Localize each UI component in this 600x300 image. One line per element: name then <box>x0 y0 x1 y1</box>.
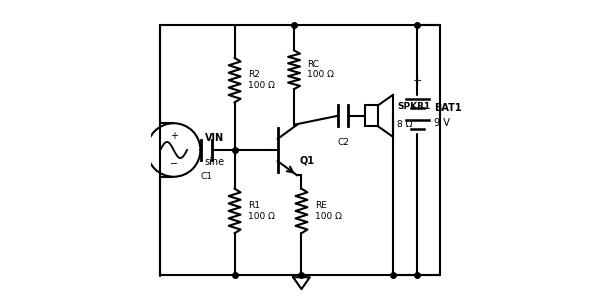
Text: 9 V: 9 V <box>434 118 449 128</box>
Text: Q1: Q1 <box>300 156 315 166</box>
Text: RE
100 Ω: RE 100 Ω <box>315 201 342 220</box>
Text: BAT1: BAT1 <box>434 103 461 113</box>
Text: C1: C1 <box>200 172 212 181</box>
Text: 8 Ω: 8 Ω <box>397 120 413 129</box>
Text: RC
100 Ω: RC 100 Ω <box>307 60 334 80</box>
Text: −: − <box>170 159 178 169</box>
Text: +: + <box>413 76 422 86</box>
Text: VIN: VIN <box>205 133 224 142</box>
Text: C2: C2 <box>337 138 349 147</box>
Text: R1
100 Ω: R1 100 Ω <box>248 201 275 220</box>
Text: sine: sine <box>205 158 225 167</box>
Bar <box>365 105 378 126</box>
Text: R2
100 Ω: R2 100 Ω <box>248 70 275 90</box>
Text: SPKR1: SPKR1 <box>397 102 430 111</box>
Text: +: + <box>170 131 178 141</box>
